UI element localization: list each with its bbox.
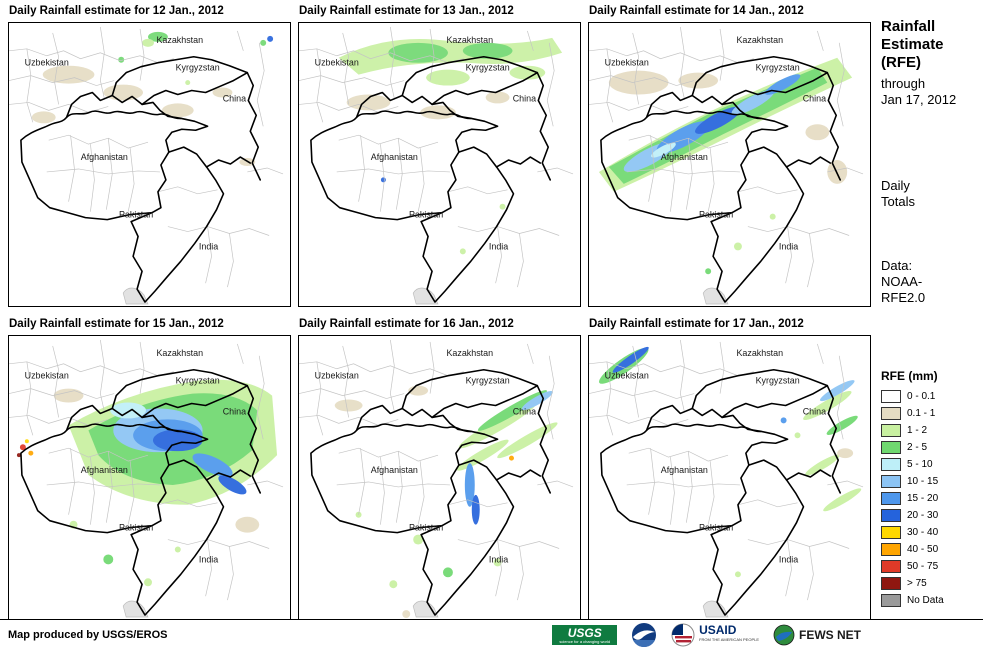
map-panel-title: Daily Rainfall estimate for 16 Jan., 201… xyxy=(299,318,514,330)
info-sidebar: Rainfall Estimate (RFE) through Jan 17, … xyxy=(871,0,983,611)
legend-label: 30 - 40 xyxy=(907,527,939,538)
legend-swatch xyxy=(881,424,901,437)
fewsnet-globe-icon xyxy=(773,624,795,645)
legend-swatch xyxy=(881,441,901,454)
legend-label: 2 - 5 xyxy=(907,442,928,453)
legend-label: No Data xyxy=(907,595,944,606)
map-jan-17 xyxy=(588,335,871,620)
usgs-logo-tagline: science for a changing world xyxy=(559,638,611,644)
legend-swatch xyxy=(881,543,901,556)
noaa-logo xyxy=(631,622,657,648)
map-panel-title: Daily Rainfall estimate for 14 Jan., 201… xyxy=(589,5,804,17)
usaid-seal-icon xyxy=(671,623,695,646)
legend-label: 1 - 2 xyxy=(907,425,928,436)
report-period-line: through xyxy=(881,76,926,91)
rainfall-overlay xyxy=(598,57,853,275)
report-period: through Jan 17, 2012 xyxy=(881,76,979,108)
legend-label: 15 - 20 xyxy=(907,493,939,504)
legend-row: 50 - 75 xyxy=(881,560,979,573)
legend-label: > 75 xyxy=(907,578,927,589)
map-jan-12 xyxy=(8,22,291,307)
map-panel-jan-17: Daily Rainfall estimate for 17 Jan., 201… xyxy=(588,313,871,620)
rainfall-overlay xyxy=(338,37,563,255)
map-panel-jan-16: Daily Rainfall estimate for 16 Jan., 201… xyxy=(298,313,581,620)
noaa-emblem-icon xyxy=(632,622,657,647)
report-totals: Daily Totals xyxy=(881,178,979,210)
map-panel-title: Daily Rainfall estimate for 13 Jan., 201… xyxy=(299,5,514,17)
map-panel-title: Daily Rainfall estimate for 17 Jan., 201… xyxy=(589,318,804,330)
legend-swatch xyxy=(881,577,901,590)
legend-label: 0.1 - 1 xyxy=(907,408,936,419)
map-jan-15 xyxy=(8,335,291,620)
report-title: Rainfall Estimate (RFE) xyxy=(881,18,979,72)
usaid-logo-text: USAID xyxy=(699,622,737,637)
report-totals-line: Totals xyxy=(881,194,915,209)
legend-row: 40 - 50 xyxy=(881,543,979,556)
fewsnet-logo-text: FEWS NET xyxy=(799,627,861,642)
usgs-logo: USGS science for a changing world xyxy=(552,624,618,645)
legend-row: 2 - 5 xyxy=(881,441,979,454)
legend-row: 5 - 10 xyxy=(881,458,979,471)
legend-row: No Data xyxy=(881,594,979,607)
report-title-line: Rainfall xyxy=(881,18,936,35)
legend-row: > 75 xyxy=(881,577,979,590)
map-panel-jan-12: Daily Rainfall estimate for 12 Jan., 201… xyxy=(8,0,291,307)
data-source-line: Data: xyxy=(881,258,913,273)
legend-swatch xyxy=(881,509,901,522)
map-jan-14 xyxy=(588,22,871,307)
legend-swatch xyxy=(881,560,901,573)
legend-swatch xyxy=(881,492,901,505)
legend-row: 30 - 40 xyxy=(881,526,979,539)
legend-row: 15 - 20 xyxy=(881,492,979,505)
legend-title: RFE (mm) xyxy=(881,369,938,383)
data-source: Data: NOAA- RFE2.0 xyxy=(881,258,979,306)
legend-swatch xyxy=(881,458,901,471)
map-grid: Daily Rainfall estimate for 12 Jan., 201… xyxy=(8,0,871,620)
legend-swatch xyxy=(881,390,901,403)
data-source-line: NOAA- xyxy=(881,274,923,289)
footer: Map produced by USGS/EROS USGS science f… xyxy=(0,619,983,649)
agency-logos: USGS science for a changing world USAID … xyxy=(552,622,861,648)
usgs-logo-text: USGS xyxy=(567,625,602,640)
usaid-logo-tagline: FROM THE AMERICAN PEOPLE xyxy=(699,636,759,642)
legend-swatch xyxy=(881,526,901,539)
legend-row: 20 - 30 xyxy=(881,509,979,522)
legend-label: 40 - 50 xyxy=(907,544,939,555)
legend-row: 1 - 2 xyxy=(881,424,979,437)
map-panel-title: Daily Rainfall estimate for 15 Jan., 201… xyxy=(9,318,224,330)
report-totals-line: Daily xyxy=(881,178,910,193)
legend-label: 0 - 0.1 xyxy=(907,391,936,402)
map-panel-jan-14: Daily Rainfall estimate for 14 Jan., 201… xyxy=(588,0,871,307)
legend-row: 0 - 0.1 xyxy=(881,390,979,403)
legend-row: 10 - 15 xyxy=(881,475,979,488)
legend-label: 20 - 30 xyxy=(907,510,939,521)
legend-swatch xyxy=(881,475,901,488)
legend-swatch xyxy=(881,407,901,420)
map-panel-jan-15: Daily Rainfall estimate for 15 Jan., 201… xyxy=(8,313,291,620)
map-credit: Map produced by USGS/EROS xyxy=(8,628,168,641)
report-title-line: Estimate xyxy=(881,36,944,53)
usaid-logo: USAID FROM THE AMERICAN PEOPLE xyxy=(671,623,759,647)
map-panel-jan-13: Daily Rainfall estimate for 13 Jan., 201… xyxy=(298,0,581,307)
map-jan-16 xyxy=(298,335,581,620)
legend-swatch xyxy=(881,594,901,607)
legend-label: 5 - 10 xyxy=(907,459,933,470)
map-panel-title: Daily Rainfall estimate for 12 Jan., 201… xyxy=(9,5,224,17)
legend: RFE (mm) 0 - 0.1 0.1 - 1 1 - 2 2 - 5 5 -… xyxy=(881,368,979,607)
data-source-line: RFE2.0 xyxy=(881,290,926,305)
map-jan-13 xyxy=(298,22,581,307)
report-period-line: Jan 17, 2012 xyxy=(881,92,957,107)
rainfall-overlay xyxy=(599,346,862,578)
report-title-line: (RFE) xyxy=(881,54,921,71)
fewsnet-logo: FEWS NET xyxy=(773,624,861,646)
legend-row: 0.1 - 1 xyxy=(881,407,979,420)
legend-label: 50 - 75 xyxy=(907,561,939,572)
usgs-logo-block: USGS science for a changing world xyxy=(552,624,618,645)
legend-label: 10 - 15 xyxy=(907,476,939,487)
